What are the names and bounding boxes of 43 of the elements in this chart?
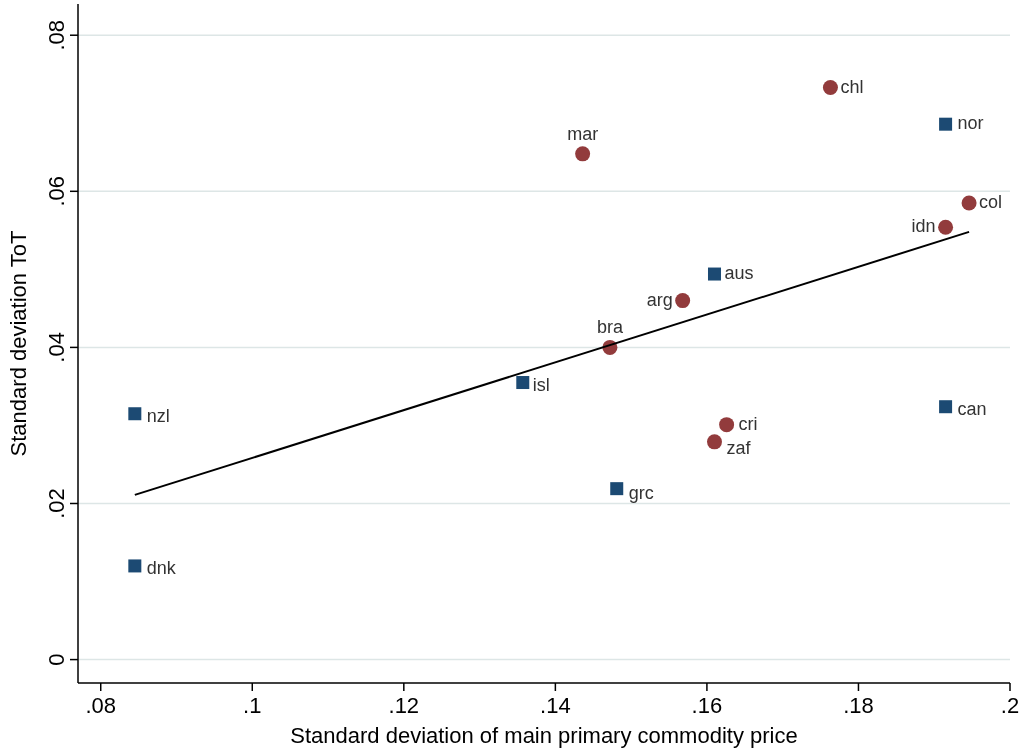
annotation: aus bbox=[724, 263, 754, 284]
annotation: nor bbox=[957, 113, 984, 134]
annotation: chl bbox=[840, 76, 864, 97]
x-tick-label: .18 bbox=[843, 693, 874, 718]
point bbox=[128, 559, 142, 573]
y-tick-label: .08 bbox=[44, 19, 69, 51]
point bbox=[939, 400, 953, 414]
annotation: arg bbox=[646, 289, 673, 310]
point bbox=[610, 482, 624, 496]
point bbox=[706, 434, 722, 450]
annotation: cri bbox=[738, 413, 758, 434]
point bbox=[822, 80, 838, 96]
x-tick-label: .2 bbox=[1000, 693, 1020, 718]
point bbox=[128, 407, 142, 421]
point bbox=[719, 417, 735, 433]
point bbox=[707, 267, 721, 281]
x-tick-label: .12 bbox=[388, 693, 420, 718]
point bbox=[939, 117, 953, 131]
annotation: can bbox=[957, 398, 987, 419]
x-tick-label: .14 bbox=[540, 693, 571, 718]
annotation: bra bbox=[596, 317, 624, 338]
point bbox=[516, 376, 530, 390]
y-tick-label: 0 bbox=[44, 653, 69, 666]
annotation: col bbox=[979, 192, 1003, 213]
x-tick-label: .08 bbox=[85, 693, 117, 718]
annotation: mar bbox=[567, 123, 599, 144]
y-tick-label: .04 bbox=[44, 332, 69, 363]
annotation: isl bbox=[532, 374, 550, 395]
annotation: nzl bbox=[146, 405, 170, 426]
point bbox=[675, 293, 691, 309]
x-axis-title: Standard deviation of main primary commodity price bbox=[290, 723, 798, 748]
point bbox=[961, 195, 977, 211]
y-tick-label: .02 bbox=[44, 488, 69, 519]
x-tick-label: .1 bbox=[243, 693, 262, 718]
annotation: dnk bbox=[146, 557, 177, 578]
point bbox=[938, 219, 954, 235]
y-axis-title: Standard deviation ToT bbox=[6, 230, 31, 457]
annotation: idn bbox=[911, 216, 936, 237]
annotation: zaf bbox=[726, 437, 752, 458]
point bbox=[575, 146, 591, 162]
y-tick-label: .06 bbox=[44, 176, 69, 207]
x-tick-label: .16 bbox=[691, 693, 723, 718]
annotation: grc bbox=[628, 482, 654, 503]
